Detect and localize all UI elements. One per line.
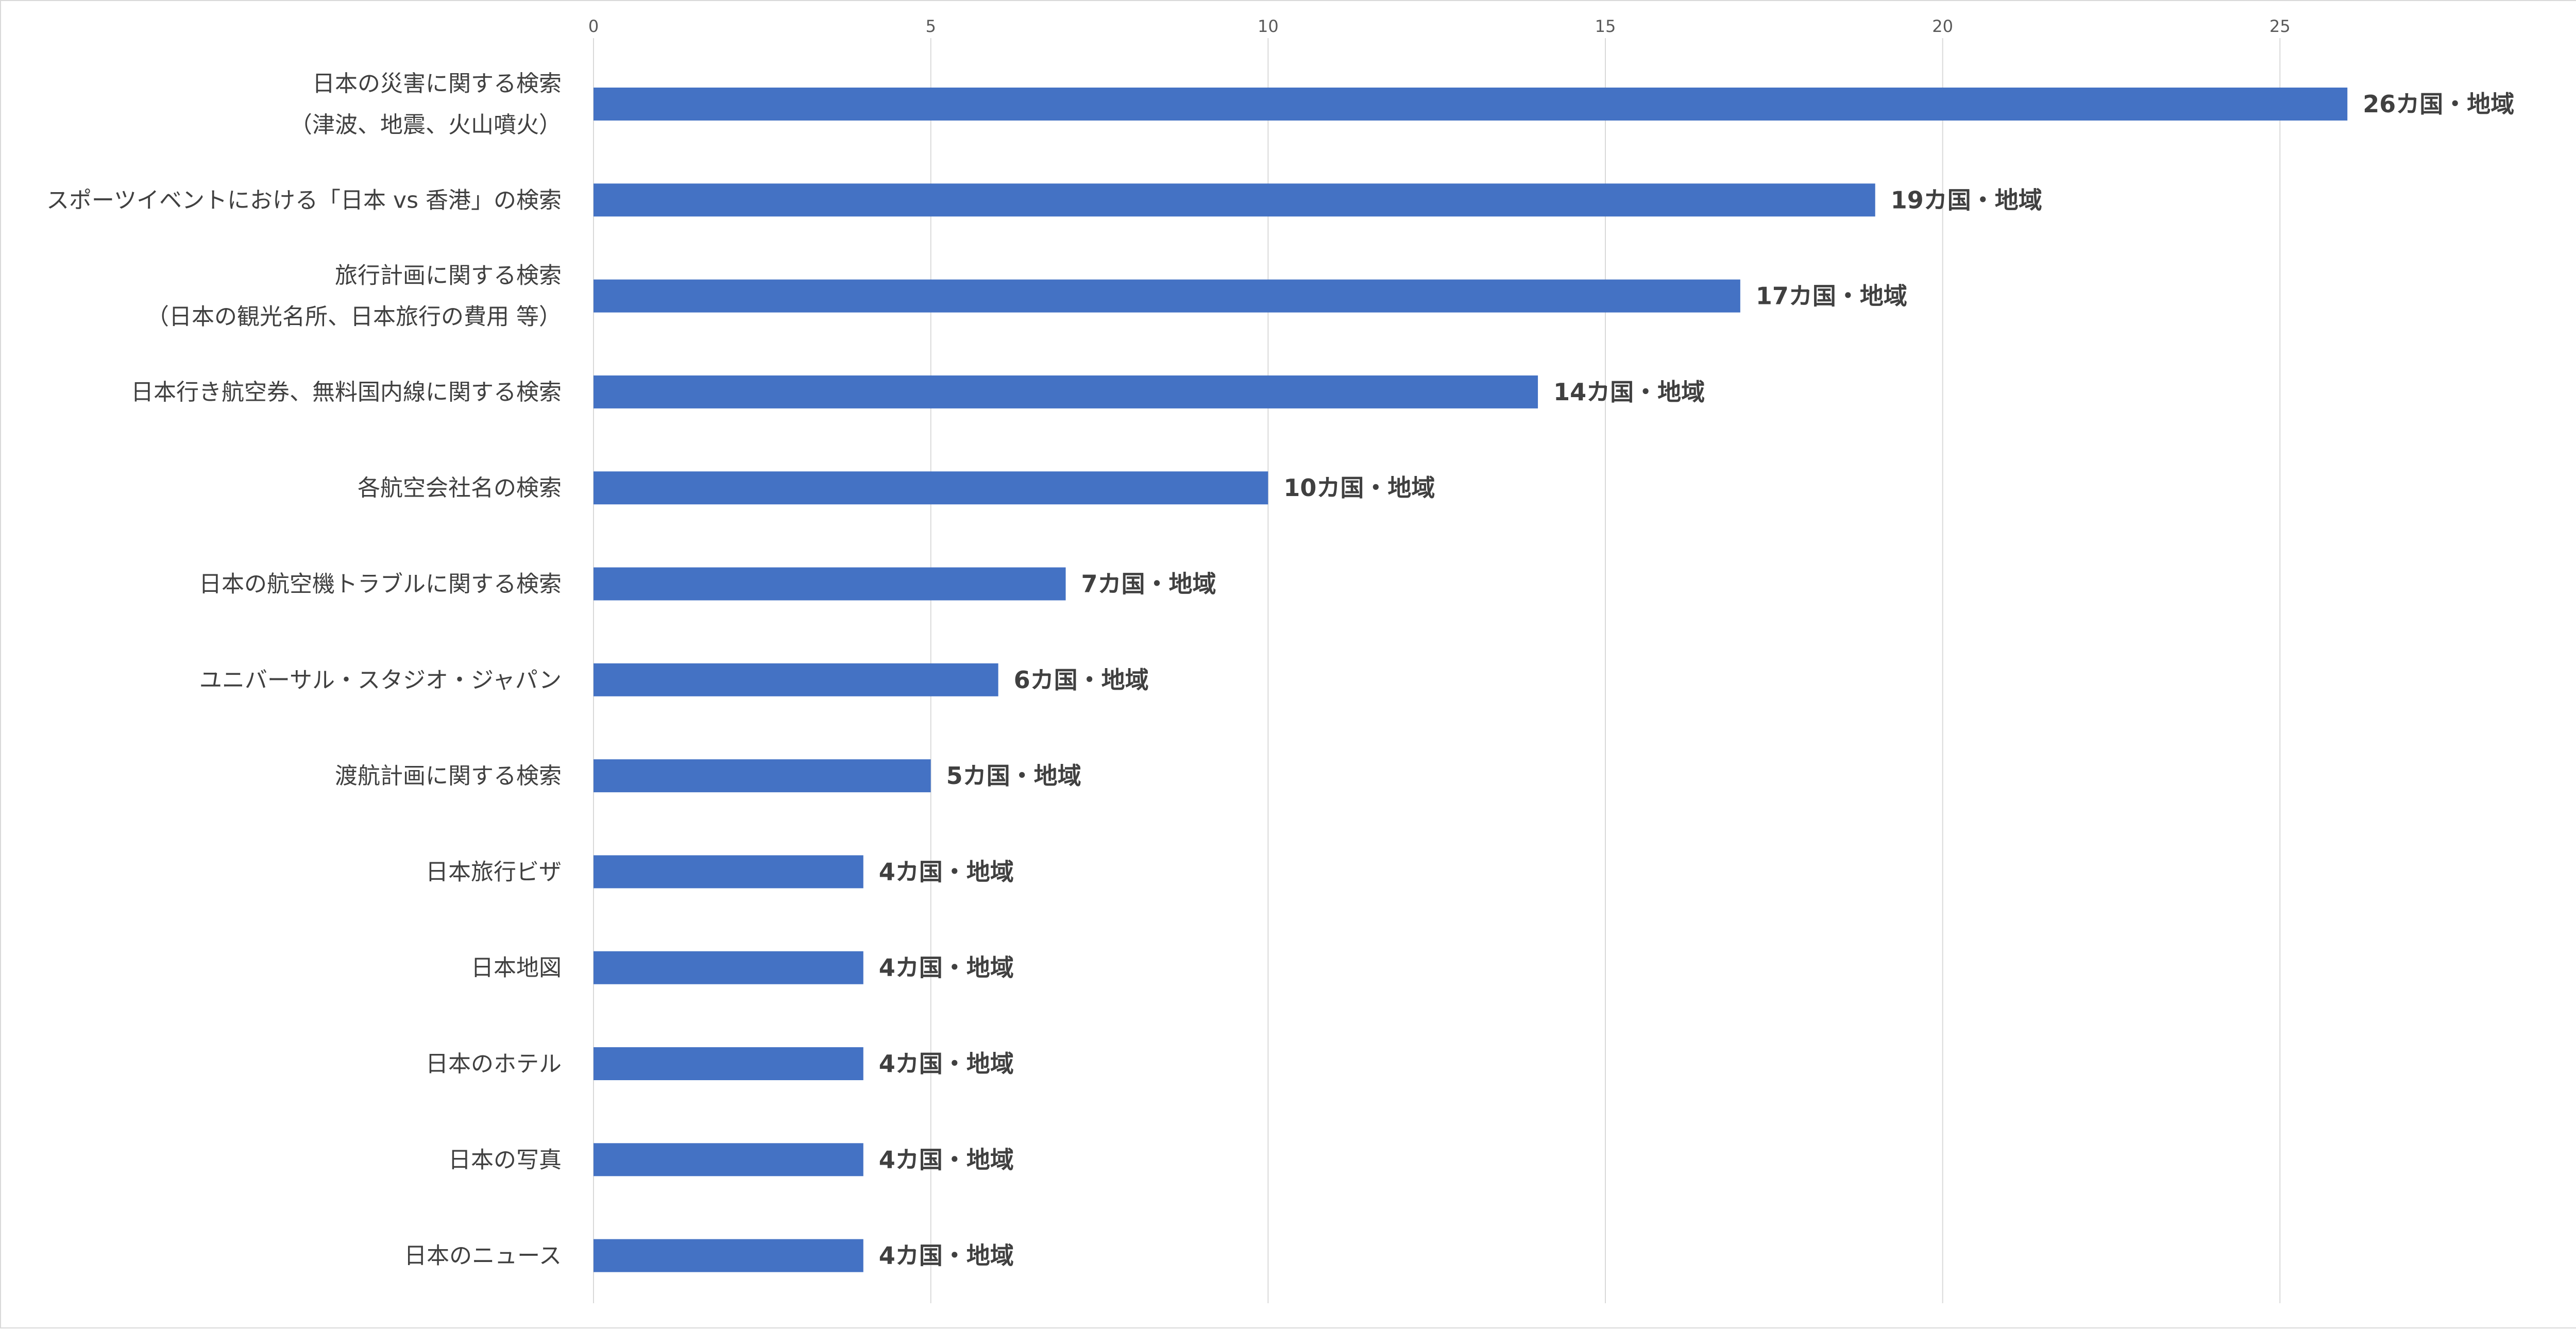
category-label: （津波、地震、火山噴火）: [290, 112, 562, 138]
bar: [594, 1143, 863, 1176]
bar: [594, 759, 931, 793]
x-tick-label: 25: [2269, 16, 2291, 36]
category-label: ユニバーサル・スタジオ・ジャパン: [199, 667, 562, 693]
bars: [594, 88, 2348, 1272]
x-tick-label: 15: [1595, 16, 1616, 36]
category-label: 日本のニュース: [404, 1243, 562, 1269]
x-tick-label: 10: [1258, 16, 1279, 36]
bar: [594, 375, 1538, 408]
category-label: 日本地図: [471, 955, 562, 981]
data-label: 4カ国・地域: [879, 1146, 1014, 1173]
category-label: 日本の写真: [448, 1147, 562, 1173]
category-label: 日本行き航空券、無料国内線に関する検索: [131, 379, 562, 405]
bar: [594, 951, 863, 984]
data-label: 4カ国・地域: [879, 1050, 1014, 1078]
category-label: 日本のホテル: [426, 1051, 562, 1077]
category-label: 旅行計画に関する検索: [335, 263, 562, 289]
category-label: 日本の災害に関する検索: [312, 71, 562, 97]
category-label: 各航空会社名の検索: [358, 475, 562, 501]
data-label: 17カ国・地域: [1756, 282, 1907, 310]
bar: [594, 567, 1066, 601]
category-label: 日本の航空機トラブルに関する検索: [199, 571, 562, 598]
data-label: 26カ国・地域: [2363, 90, 2514, 118]
x-tick-label: 20: [1932, 16, 1953, 36]
bar: [594, 1239, 863, 1272]
x-tick-label: 0: [588, 16, 599, 36]
data-label: 19カ国・地域: [1891, 186, 2042, 214]
data-label: 4カ国・地域: [879, 858, 1014, 885]
category-labels: 日本の災害に関する検索 （津波、地震、火山噴火） スポーツイベントにおける「日本 v…: [46, 71, 562, 1269]
x-axis-ticks: 051015202530: [588, 16, 2291, 36]
bar: [594, 1047, 863, 1080]
bar: [594, 183, 1875, 217]
bar: [594, 855, 863, 889]
category-label: 日本旅行ビザ: [426, 859, 562, 885]
bar: [594, 663, 998, 696]
data-label: 14カ国・地域: [1553, 378, 1705, 406]
data-label: 5カ国・地域: [946, 762, 1081, 790]
category-label: 渡航計画に関する検索: [335, 763, 562, 789]
category-label: スポーツイベントにおける「日本 vs 香港」の検索: [46, 187, 562, 213]
x-tick-label: 5: [925, 16, 936, 36]
bar: [594, 471, 1268, 505]
gridlines: [593, 38, 2281, 1303]
data-label: 6カ国・地域: [1014, 666, 1149, 694]
category-label: （日本の観光名所、日本旅行の費用 等）: [146, 304, 562, 330]
data-label: 10カ国・地域: [1283, 474, 1435, 502]
data-label: 4カ国・地域: [879, 1242, 1014, 1270]
data-label: 7カ国・地域: [1081, 570, 1216, 598]
data-labels: 26カ国・地域 19カ国・地域 17カ国・地域 14カ国・地域 10カ国・地域 7カ国・地…: [879, 90, 2515, 1270]
bar: [594, 279, 1740, 313]
bar: [594, 88, 2348, 121]
data-label: 4カ国・地域: [879, 954, 1014, 982]
